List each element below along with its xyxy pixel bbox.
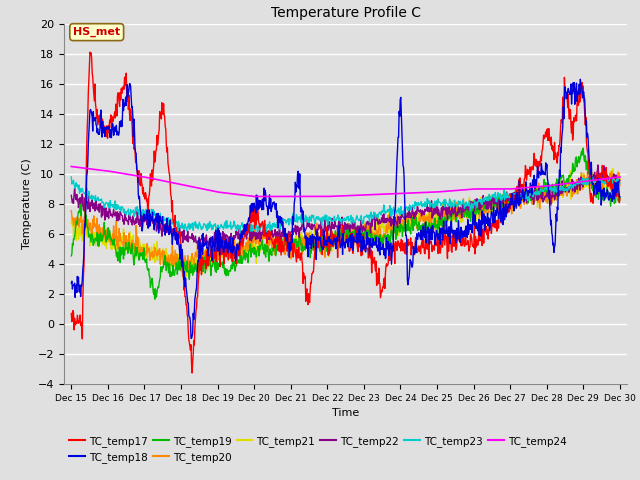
TC_temp20 <box>616 183 624 189</box>
TC_temp22 <box>496 197 504 203</box>
TC_temp18 <box>506 204 513 210</box>
TC_temp17 <box>188 370 196 376</box>
TC_temp19 <box>310 247 317 253</box>
TC_temp24 <box>506 186 513 192</box>
TC_temp19 <box>151 296 159 302</box>
Title: Temperature Profile C: Temperature Profile C <box>271 6 420 20</box>
TC_temp17 <box>124 89 132 95</box>
TC_temp18 <box>310 244 317 250</box>
TC_temp24 <box>67 164 75 169</box>
TC_temp20 <box>124 240 131 245</box>
TC_temp24 <box>616 174 624 180</box>
Y-axis label: Temperature (C): Temperature (C) <box>22 158 32 250</box>
TC_temp21 <box>310 242 317 248</box>
Legend: TC_temp17, TC_temp18, TC_temp19, TC_temp20, TC_temp21, TC_temp22, TC_temp23, TC_: TC_temp17, TC_temp18, TC_temp19, TC_temp… <box>69 436 566 463</box>
TC_temp22 <box>67 192 75 198</box>
TC_temp20 <box>506 208 513 214</box>
TC_temp19 <box>290 238 298 243</box>
TC_temp19 <box>496 203 504 209</box>
TC_temp21 <box>182 274 190 279</box>
TC_temp24 <box>310 193 317 199</box>
TC_temp21 <box>67 220 75 226</box>
X-axis label: Time: Time <box>332 408 359 418</box>
Line: TC_temp21: TC_temp21 <box>71 168 620 276</box>
TC_temp17 <box>291 241 298 247</box>
TC_temp20 <box>602 168 609 173</box>
TC_temp24 <box>250 193 258 199</box>
TC_temp17 <box>67 311 75 316</box>
TC_temp21 <box>445 217 452 223</box>
TC_temp23 <box>496 192 504 197</box>
TC_temp22 <box>594 162 602 168</box>
TC_temp18 <box>445 233 452 239</box>
TC_temp19 <box>506 200 513 206</box>
TC_temp23 <box>595 174 602 180</box>
TC_temp24 <box>290 193 298 199</box>
TC_temp20 <box>310 232 317 238</box>
TC_temp17 <box>310 258 318 264</box>
TC_temp21 <box>506 207 513 213</box>
TC_temp21 <box>609 166 616 171</box>
TC_temp24 <box>124 171 131 177</box>
TC_temp18 <box>188 336 195 341</box>
Line: TC_temp20: TC_temp20 <box>71 170 620 277</box>
Line: TC_temp24: TC_temp24 <box>71 167 620 196</box>
TC_temp19 <box>124 245 131 251</box>
TC_temp20 <box>445 214 452 219</box>
TC_temp17 <box>506 206 514 212</box>
TC_temp18 <box>577 76 584 82</box>
TC_temp21 <box>496 192 504 198</box>
TC_temp20 <box>67 208 75 214</box>
TC_temp18 <box>496 209 504 215</box>
TC_temp23 <box>616 180 624 186</box>
TC_temp24 <box>496 186 504 192</box>
Text: HS_met: HS_met <box>73 27 120 37</box>
TC_temp18 <box>290 216 298 222</box>
TC_temp22 <box>290 226 298 231</box>
TC_temp18 <box>616 194 624 200</box>
TC_temp17 <box>86 49 94 55</box>
TC_temp22 <box>310 223 317 228</box>
TC_temp18 <box>124 82 131 88</box>
TC_temp18 <box>67 280 75 286</box>
TC_temp20 <box>290 241 298 247</box>
Line: TC_temp18: TC_temp18 <box>71 79 620 338</box>
TC_temp19 <box>67 253 75 259</box>
TC_temp23 <box>310 212 317 218</box>
TC_temp22 <box>616 178 624 183</box>
TC_temp19 <box>579 145 587 151</box>
TC_temp17 <box>497 210 504 216</box>
TC_temp23 <box>236 230 244 236</box>
TC_temp23 <box>506 195 513 201</box>
TC_temp19 <box>445 214 452 220</box>
TC_temp23 <box>124 209 131 215</box>
TC_temp17 <box>616 196 624 202</box>
Line: TC_temp19: TC_temp19 <box>71 148 620 299</box>
Line: TC_temp23: TC_temp23 <box>71 177 620 233</box>
TC_temp23 <box>290 215 298 220</box>
TC_temp23 <box>445 202 452 208</box>
TC_temp19 <box>616 194 624 200</box>
TC_temp24 <box>445 188 452 194</box>
TC_temp21 <box>290 237 298 243</box>
TC_temp22 <box>445 210 452 216</box>
TC_temp22 <box>506 192 513 197</box>
TC_temp17 <box>445 239 453 245</box>
TC_temp23 <box>67 174 75 180</box>
Line: TC_temp17: TC_temp17 <box>71 52 620 373</box>
TC_temp21 <box>124 246 131 252</box>
TC_temp21 <box>616 177 624 182</box>
TC_temp22 <box>195 246 202 252</box>
Line: TC_temp22: TC_temp22 <box>71 165 620 249</box>
TC_temp20 <box>496 197 504 203</box>
TC_temp22 <box>124 218 131 224</box>
TC_temp20 <box>179 274 187 280</box>
